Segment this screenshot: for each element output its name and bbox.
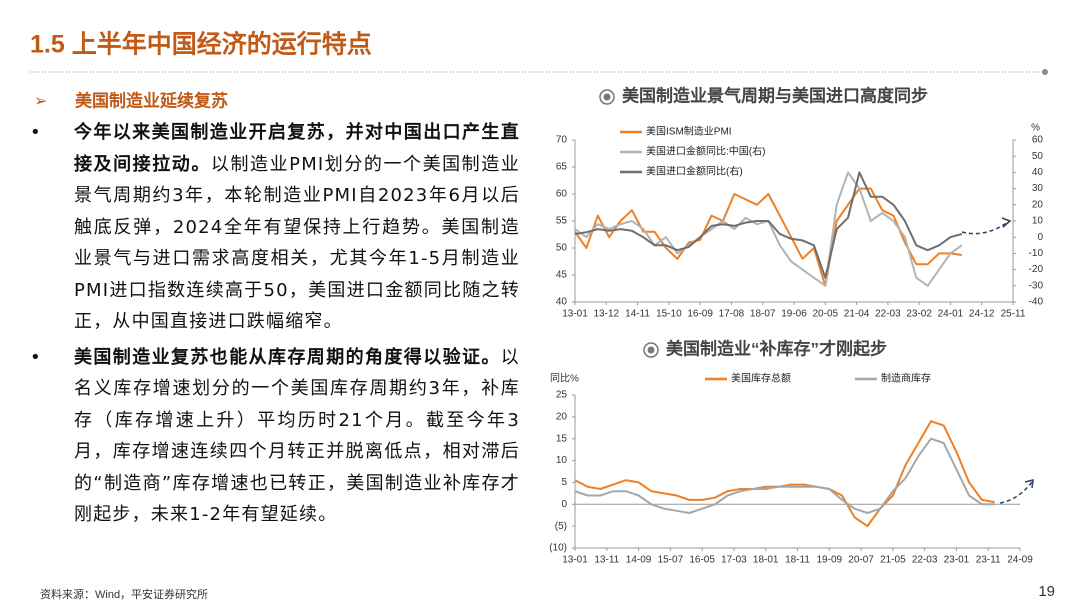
title-icon bbox=[643, 342, 659, 358]
x-tick-label: 16-09 bbox=[687, 309, 713, 320]
page-number: 19 bbox=[1038, 583, 1055, 600]
chart-title: 美国制造业“补库存”才刚起步 bbox=[666, 338, 887, 358]
y2-tick-label: -10 bbox=[1029, 248, 1044, 259]
slide-title: 1.5 上半年中国经济的运行特点 bbox=[30, 30, 372, 59]
bullet-text: 以名义库存增速划分的一个美国库存周期约3年，补库存（库存增速上升）平均历时21个… bbox=[74, 346, 520, 526]
x-tick-label: 23-11 bbox=[976, 555, 1001, 566]
y-tick-label: 70 bbox=[556, 135, 568, 146]
bullet-lead: 美国制造业复苏也能从库存周期的角度得以验证。 bbox=[74, 346, 501, 368]
x-tick-label: 23-02 bbox=[906, 309, 932, 320]
x-tick-label: 18-07 bbox=[750, 309, 776, 320]
title-icon bbox=[647, 346, 655, 354]
legend-label: 美国库存总额 bbox=[731, 372, 791, 385]
y-tick-label: (5) bbox=[555, 521, 567, 532]
x-tick-label: 18-11 bbox=[785, 555, 810, 566]
y2-tick-label: -30 bbox=[1029, 280, 1044, 291]
legend-label: 制造商库存 bbox=[881, 372, 931, 385]
y2-tick-label: 20 bbox=[1032, 199, 1044, 210]
divider-end bbox=[1042, 69, 1048, 75]
chart-title: 美国制造业景气周期与美国进口高度同步 bbox=[622, 85, 928, 105]
x-tick-label: 24-01 bbox=[938, 309, 964, 320]
series-line bbox=[574, 171, 963, 287]
trend-arrow bbox=[961, 221, 1009, 235]
x-tick-label: 24-12 bbox=[969, 309, 995, 320]
x-tick-label: 13-01 bbox=[562, 555, 588, 566]
x-tick-label: 22-03 bbox=[912, 555, 938, 566]
y-tick-label: 20 bbox=[556, 411, 568, 422]
series-line bbox=[574, 187, 962, 287]
y2-tick-label: -40 bbox=[1029, 297, 1044, 308]
y2-tick-label: 40 bbox=[1032, 167, 1044, 178]
y-tick-label: 45 bbox=[556, 270, 568, 281]
legend-label: 美国进口金额同比(右) bbox=[646, 165, 743, 178]
series-line bbox=[574, 420, 995, 528]
y-tick-label: 55 bbox=[556, 216, 568, 227]
trend-arrow bbox=[1024, 479, 1034, 489]
y-tick-label: 5 bbox=[561, 477, 567, 488]
y-tick-label: 15 bbox=[556, 433, 568, 444]
title-icon bbox=[599, 89, 615, 105]
trend-arrow bbox=[999, 481, 1033, 504]
x-tick-label: 19-06 bbox=[781, 309, 807, 320]
y2-tick-label: 50 bbox=[1032, 151, 1044, 162]
x-tick-label: 21-05 bbox=[880, 555, 906, 566]
x-tick-label: 20-05 bbox=[812, 309, 838, 320]
bullet: • 美国制造业复苏也能从库存周期的角度得以验证。以名义库存增速划分的一个美国库存周… bbox=[30, 342, 520, 531]
bullet-dot: • bbox=[30, 346, 42, 368]
y-tick-label: 0 bbox=[561, 499, 567, 510]
y-tick-label: (10) bbox=[549, 543, 567, 554]
bullet-dot: • bbox=[30, 122, 42, 143]
x-tick-label: 24-09 bbox=[1007, 555, 1033, 566]
x-tick-label: 14-11 bbox=[625, 309, 650, 320]
x-tick-label: 14-09 bbox=[626, 555, 652, 566]
body-text: • 今年以来美国制造业开启复苏，并对中国出口产生直接及间接拉动。以制造业PMI划分… bbox=[30, 117, 520, 535]
bullet: • 今年以来美国制造业开启复苏，并对中国出口产生直接及间接拉动。以制造业PMI划分… bbox=[30, 117, 520, 338]
x-tick-label: 18-01 bbox=[753, 555, 779, 566]
title-icon bbox=[603, 93, 611, 101]
y-tick-label: 60 bbox=[556, 189, 568, 200]
x-tick-label: 13-01 bbox=[562, 309, 588, 320]
x-tick-label: 15-07 bbox=[658, 555, 684, 566]
section-marker: ➢ bbox=[34, 93, 47, 110]
y2-tick-label: 10 bbox=[1032, 216, 1044, 227]
x-tick-label: 15-10 bbox=[656, 309, 682, 320]
x-tick-label: 22-03 bbox=[875, 309, 901, 320]
y-tick-label: 40 bbox=[556, 297, 568, 308]
x-tick-label: 19-09 bbox=[816, 555, 842, 566]
x-tick-label: 13-11 bbox=[594, 555, 619, 566]
x-tick-label: 17-03 bbox=[721, 555, 747, 566]
y-tick-label: 50 bbox=[556, 243, 568, 254]
x-tick-label: 23-01 bbox=[944, 555, 970, 566]
x-tick-label: 21-04 bbox=[844, 309, 870, 320]
y-tick-label: 10 bbox=[556, 455, 568, 466]
x-tick-label: 17-08 bbox=[719, 309, 745, 320]
y2-tick-label: -20 bbox=[1029, 264, 1044, 275]
y2-axis-label: % bbox=[1031, 123, 1040, 134]
x-tick-label: 25-11 bbox=[1001, 309, 1026, 320]
legend-label: 美国进口金额同比:中国(右) bbox=[646, 145, 765, 158]
section-title: 美国制造业延续复苏 bbox=[75, 90, 228, 110]
series-line bbox=[574, 171, 963, 279]
trend-arrow bbox=[1001, 217, 1012, 228]
y-tick-label: 25 bbox=[556, 390, 568, 401]
y2-tick-label: 60 bbox=[1032, 135, 1044, 146]
x-tick-label: 16-05 bbox=[689, 555, 715, 566]
bullet-lead: 今年以来美国制造业开启复苏，并对中国出口产生直接及间接拉动。 bbox=[74, 122, 520, 175]
series-line bbox=[574, 437, 995, 514]
y-axis-label: 同比% bbox=[550, 373, 579, 385]
source: 资料来源：Wind，平安证券研究所 bbox=[40, 587, 208, 601]
x-tick-label: 20-07 bbox=[848, 555, 874, 566]
y2-tick-label: 0 bbox=[1037, 232, 1043, 243]
bullet-text: 以制造业PMI划分的一个美国制造业景气周期约3年，本轮制造业PMI自2023年6… bbox=[74, 153, 520, 333]
y2-tick-label: 30 bbox=[1032, 183, 1044, 194]
y-tick-label: 65 bbox=[556, 162, 568, 173]
x-tick-label: 13-12 bbox=[593, 309, 619, 320]
legend-label: 美国ISM制造业PMI bbox=[646, 125, 732, 138]
